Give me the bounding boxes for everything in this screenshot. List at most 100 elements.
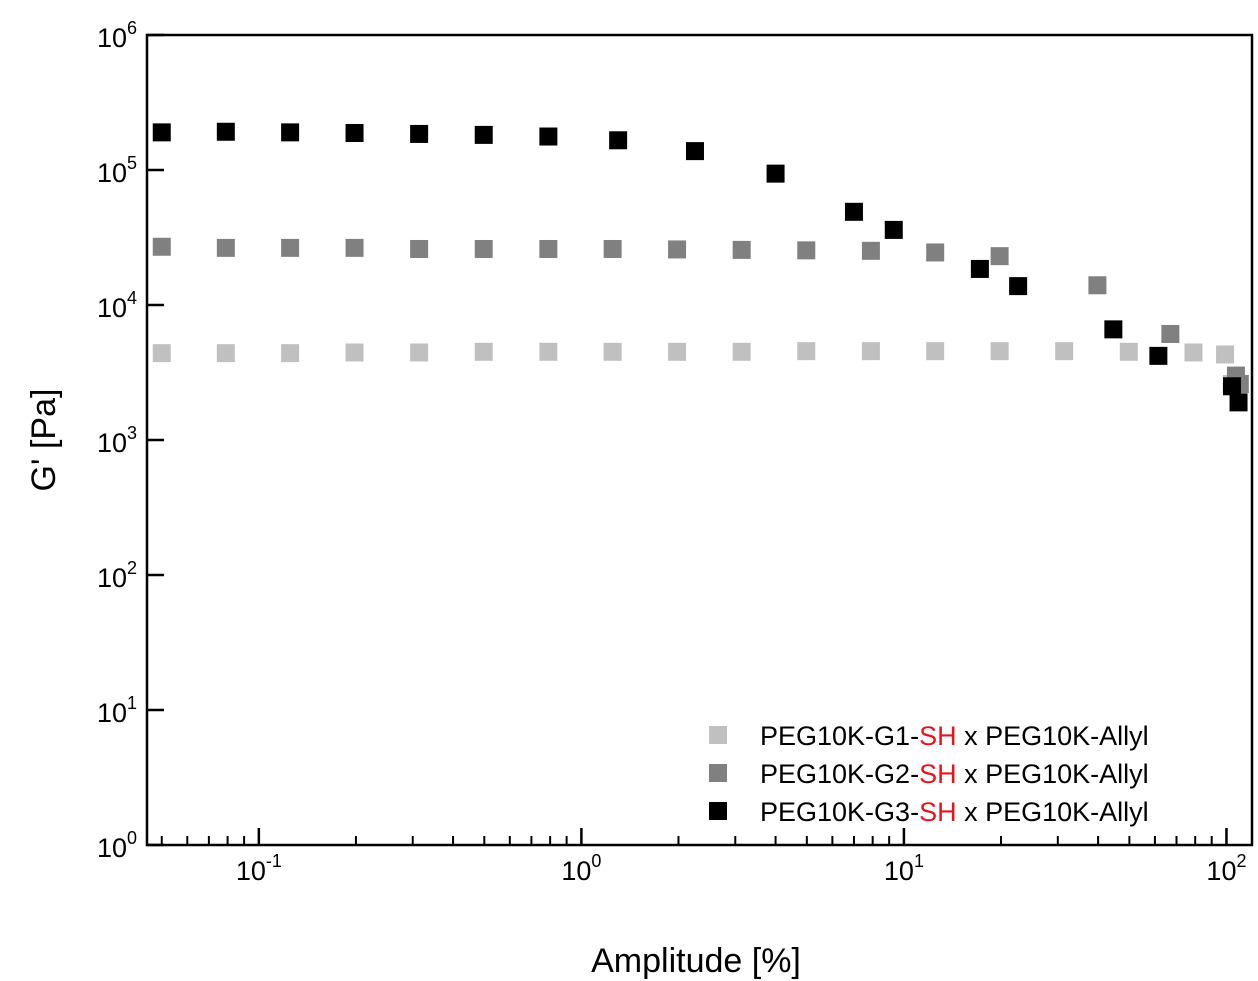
y-tick-base: 10: [97, 833, 127, 863]
data-point: [732, 342, 751, 361]
legend-label-sh: SH: [919, 721, 957, 751]
x-tick-base: 10: [236, 856, 266, 886]
x-axis-title: Amplitude [%]: [591, 942, 801, 980]
data-point: [668, 240, 687, 259]
data-point: [1222, 377, 1241, 396]
y-tick-exponent: 0: [127, 828, 137, 848]
legend: PEG10K-G1-SH x PEG10K-Allyl PEG10K-G2-SH …: [709, 721, 1149, 827]
data-point: [1104, 320, 1123, 339]
data-point: [410, 239, 429, 258]
data-point: [884, 220, 903, 239]
data-point: [603, 342, 622, 361]
data-point: [281, 238, 300, 257]
series-layer: [152, 122, 1249, 412]
series-g1: [152, 342, 1241, 393]
y-tick-label: 106: [97, 18, 137, 53]
data-point: [474, 125, 493, 144]
legend-marker: [709, 726, 727, 744]
y-tick-exponent: 3: [127, 423, 137, 443]
legend-item: PEG10K-G3-SH x PEG10K-Allyl: [709, 797, 1149, 827]
x-tick-base: 10: [561, 856, 591, 886]
data-point: [861, 241, 880, 260]
data-point: [609, 131, 628, 150]
legend-label-part: PEG10K-G2-: [760, 759, 919, 789]
legend-label: PEG10K-G2-SH x PEG10K-Allyl: [760, 759, 1149, 789]
data-point: [152, 123, 171, 142]
data-point: [539, 127, 558, 146]
data-point: [970, 259, 989, 278]
data-point: [1088, 276, 1107, 295]
x-tick-label: 100: [561, 851, 601, 886]
y-tick-label: 100: [97, 828, 137, 863]
y-tick-base: 10: [97, 428, 127, 458]
data-point: [766, 164, 785, 183]
data-point: [926, 342, 945, 361]
data-point: [345, 343, 364, 362]
legend-marker: [709, 802, 727, 820]
legend-marker: [709, 764, 727, 782]
data-point: [216, 344, 235, 363]
data-point: [345, 238, 364, 257]
y-tick-label: 101: [97, 693, 137, 728]
y-axis-title: G' [Pa]: [25, 389, 63, 492]
data-point: [281, 344, 300, 363]
data-point: [152, 344, 171, 363]
y-tick-exponent: 4: [127, 288, 137, 308]
minor-ticks: [160, 836, 1213, 845]
y-tick-label: 102: [97, 558, 137, 593]
data-point: [281, 123, 300, 142]
data-point: [668, 342, 687, 361]
data-point: [926, 243, 945, 262]
legend-label-sh: SH: [919, 759, 957, 789]
data-point: [844, 202, 863, 221]
data-point: [345, 123, 364, 142]
x-tick-exponent: -1: [266, 851, 282, 871]
legend-label-part: x PEG10K-Allyl: [957, 721, 1149, 751]
data-point: [474, 342, 493, 361]
legend-item: PEG10K-G1-SH x PEG10K-Allyl: [709, 721, 1149, 751]
x-tick-label: 101: [884, 851, 924, 886]
x-tick-exponent: 0: [591, 851, 601, 871]
y-tick-base: 10: [97, 293, 127, 323]
data-point: [410, 124, 429, 143]
data-point: [474, 239, 493, 258]
data-point: [216, 122, 235, 141]
series-g2: [152, 237, 1249, 393]
legend-item: PEG10K-G2-SH x PEG10K-Allyl: [709, 759, 1149, 789]
data-point: [603, 239, 622, 258]
plot-frame: [145, 33, 1254, 847]
data-point: [861, 342, 880, 361]
y-tick-exponent: 5: [127, 153, 137, 173]
data-point: [410, 343, 429, 362]
legend-label-part: x PEG10K-Allyl: [957, 797, 1149, 827]
data-point: [1229, 393, 1248, 412]
x-tick-base: 10: [1206, 856, 1236, 886]
data-point: [797, 241, 816, 260]
data-point: [990, 342, 1009, 361]
data-point: [685, 142, 704, 161]
y-tick-exponent: 2: [127, 558, 137, 578]
y-tick-label: 104: [97, 288, 137, 323]
data-point: [1184, 343, 1203, 362]
data-point: [539, 342, 558, 361]
data-point: [152, 237, 171, 256]
data-point: [990, 247, 1009, 266]
y-tick-label: 103: [97, 423, 137, 458]
legend-label-part: PEG10K-G3-: [760, 797, 919, 827]
data-point: [1119, 342, 1138, 361]
x-tick-label: 10-1: [236, 851, 282, 886]
y-tick-exponent: 1: [127, 693, 137, 713]
y-tick-base: 10: [97, 563, 127, 593]
data-point: [797, 342, 816, 361]
data-point: [216, 238, 235, 257]
y-tick-base: 10: [97, 158, 127, 188]
legend-label-part: x PEG10K-Allyl: [957, 759, 1149, 789]
data-point: [1161, 324, 1180, 343]
series-g3: [152, 122, 1248, 412]
legend-label: PEG10K-G1-SH x PEG10K-Allyl: [760, 721, 1149, 751]
data-point: [1055, 342, 1074, 361]
y-tick-label: 105: [97, 153, 137, 188]
